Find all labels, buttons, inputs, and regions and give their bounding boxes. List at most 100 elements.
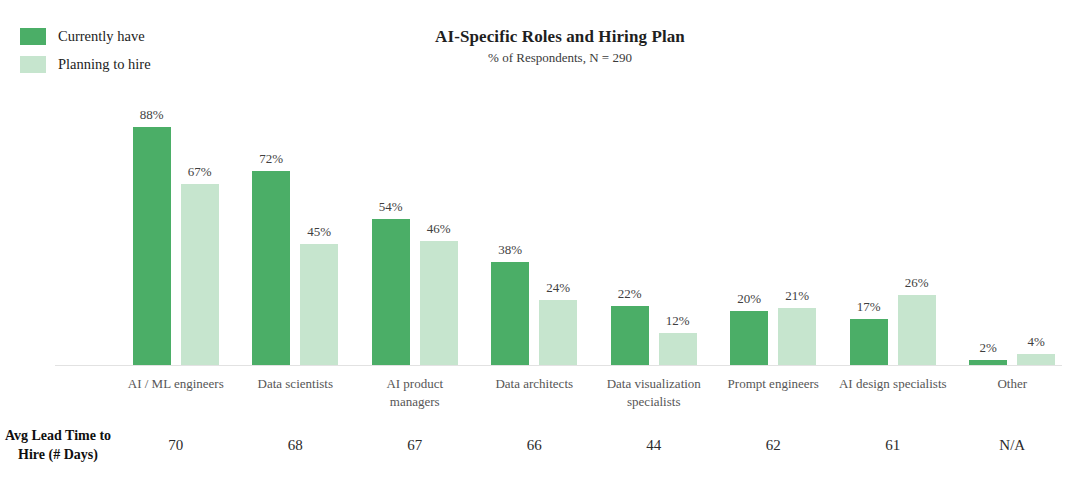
bar-wrap-currently-have: 54% xyxy=(372,199,410,365)
bar-value-label: 54% xyxy=(379,199,403,215)
lead-time-row: Avg Lead Time to Hire (# Days) 70 68 67 66 4… xyxy=(0,427,1080,463)
bar-wrap-planning-to-hire: 4% xyxy=(1017,334,1055,365)
category-cell: Other xyxy=(953,375,1073,411)
bar-group: 20% 21% xyxy=(714,95,834,365)
bar-chart: 88% 67% 72% 45% 54% 46% 38% 24% 22% 12% 20% 21% 17% 2… xyxy=(0,95,1080,464)
bar-planning-to-hire xyxy=(420,241,458,365)
bar-value-label: 45% xyxy=(307,224,331,240)
bar-wrap-currently-have: 72% xyxy=(252,151,290,365)
bar-currently-have xyxy=(372,219,410,365)
bar-group: 2% 4% xyxy=(953,95,1073,365)
bar-value-label: 21% xyxy=(785,288,809,304)
bar-wrap-currently-have: 88% xyxy=(133,107,171,365)
lead-time-value: 44 xyxy=(646,437,661,454)
category-cell: Prompt engineers xyxy=(714,375,834,411)
bar-group: 17% 26% xyxy=(833,95,953,365)
bar-group: 72% 45% xyxy=(236,95,356,365)
category-cell: Data visualization specialists xyxy=(594,375,714,411)
category-row-spacer xyxy=(0,375,116,411)
bar-group: 88% 67% xyxy=(116,95,236,365)
bar-wrap-currently-have: 38% xyxy=(491,242,529,365)
lead-time-value: 70 xyxy=(168,437,183,454)
bar-wrap-currently-have: 2% xyxy=(969,340,1007,365)
chart-title: AI-Specific Roles and Hiring Plan xyxy=(40,27,1080,47)
bar-group: 22% 12% xyxy=(594,95,714,365)
lead-time-cell: 44 xyxy=(594,437,714,454)
bar-wrap-planning-to-hire: 24% xyxy=(539,280,577,365)
bars-row: 88% 67% 72% 45% 54% 46% 38% 24% 22% 12% 20% 21% 17% 2… xyxy=(0,95,1080,365)
x-axis-line xyxy=(55,365,1062,366)
lead-time-label: Avg Lead Time to Hire (# Days) xyxy=(0,427,116,463)
lead-time-value: 62 xyxy=(766,437,781,454)
chart-subtitle: % of Respondents, N = 290 xyxy=(40,50,1080,66)
bar-value-label: 2% xyxy=(980,340,997,356)
category-label: Data visualization specialists xyxy=(607,375,701,411)
lead-time-value: 68 xyxy=(288,437,303,454)
lead-time-value: 66 xyxy=(527,437,542,454)
bar-planning-to-hire xyxy=(181,184,219,365)
bar-value-label: 20% xyxy=(737,291,761,307)
category-label: AI product managers xyxy=(386,375,443,411)
bar-currently-have xyxy=(252,171,290,365)
bar-wrap-planning-to-hire: 21% xyxy=(778,288,816,365)
bar-planning-to-hire xyxy=(539,300,577,365)
bar-wrap-currently-have: 22% xyxy=(611,286,649,365)
bar-wrap-planning-to-hire: 12% xyxy=(659,313,697,365)
category-cell: AI design specialists xyxy=(833,375,953,411)
category-label: Other xyxy=(997,375,1027,393)
bars-row-spacer xyxy=(0,95,116,365)
bar-planning-to-hire xyxy=(778,308,816,365)
category-cell: AI product managers xyxy=(355,375,475,411)
bar-wrap-planning-to-hire: 26% xyxy=(898,275,936,365)
bar-value-label: 24% xyxy=(546,280,570,296)
bar-wrap-currently-have: 20% xyxy=(730,291,768,365)
lead-time-value: N/A xyxy=(999,437,1025,454)
bar-value-label: 17% xyxy=(857,299,881,315)
chart-canvas: Currently have Planning to hire AI-Speci… xyxy=(0,0,1080,481)
bar-wrap-planning-to-hire: 67% xyxy=(181,164,219,365)
bar-currently-have xyxy=(730,311,768,365)
bar-group: 54% 46% xyxy=(355,95,475,365)
category-cell: Data architects xyxy=(475,375,595,411)
category-cell: Data scientists xyxy=(236,375,356,411)
bar-value-label: 38% xyxy=(498,242,522,258)
bar-value-label: 67% xyxy=(188,164,212,180)
category-label: AI / ML engineers xyxy=(128,375,224,393)
bar-value-label: 88% xyxy=(140,107,164,123)
bar-planning-to-hire xyxy=(659,333,697,365)
bar-currently-have xyxy=(611,306,649,365)
category-label: Data scientists xyxy=(258,375,333,393)
lead-time-label-cell: Avg Lead Time to Hire (# Days) xyxy=(0,427,116,463)
category-label: Data architects xyxy=(495,375,573,393)
bar-value-label: 22% xyxy=(618,286,642,302)
bar-value-label: 72% xyxy=(259,151,283,167)
lead-time-cell: 61 xyxy=(833,437,953,454)
category-row: AI / ML engineers Data scientists AI produ… xyxy=(0,375,1080,411)
bar-currently-have xyxy=(133,127,171,365)
bar-value-label: 26% xyxy=(905,275,929,291)
bar-group: 38% 24% xyxy=(475,95,595,365)
lead-time-cell: 68 xyxy=(236,437,356,454)
lead-time-cell: 62 xyxy=(714,437,834,454)
bar-planning-to-hire xyxy=(1017,354,1055,365)
lead-time-cell: 67 xyxy=(355,437,475,454)
category-cell: AI / ML engineers xyxy=(116,375,236,411)
bar-value-label: 4% xyxy=(1028,334,1045,350)
bar-planning-to-hire xyxy=(898,295,936,365)
lead-time-value: 61 xyxy=(885,437,900,454)
bar-currently-have xyxy=(850,319,888,365)
bar-wrap-currently-have: 17% xyxy=(850,299,888,365)
bar-value-label: 12% xyxy=(666,313,690,329)
bar-wrap-planning-to-hire: 45% xyxy=(300,224,338,366)
category-label: Prompt engineers xyxy=(728,375,819,393)
lead-time-cell: 66 xyxy=(475,437,595,454)
title-block: AI-Specific Roles and Hiring Plan % of R… xyxy=(0,27,1080,66)
lead-time-cell: N/A xyxy=(953,437,1073,454)
bar-currently-have xyxy=(491,262,529,365)
lead-time-cell: 70 xyxy=(116,437,236,454)
category-label: AI design specialists xyxy=(839,375,947,393)
bar-value-label: 46% xyxy=(427,221,451,237)
lead-time-value: 67 xyxy=(407,437,422,454)
bar-wrap-planning-to-hire: 46% xyxy=(420,221,458,365)
bar-planning-to-hire xyxy=(300,244,338,366)
